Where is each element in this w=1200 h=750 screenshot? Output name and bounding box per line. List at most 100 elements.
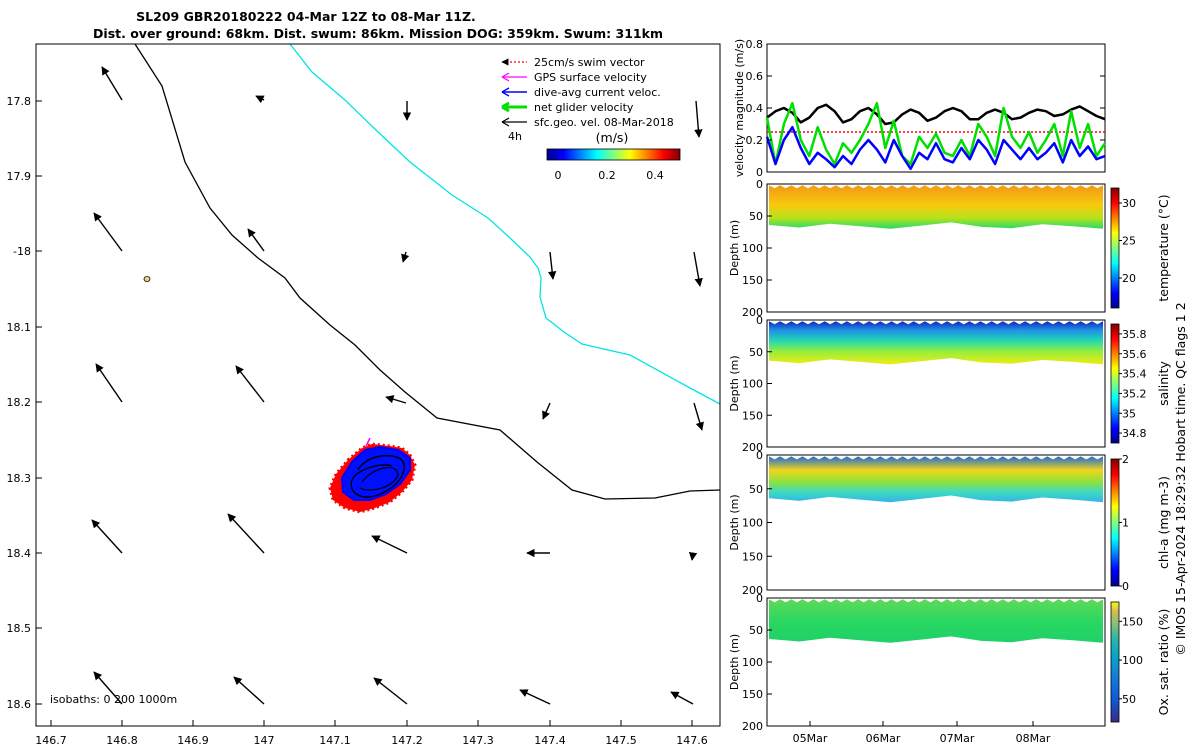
- depth-ytick-label: 150: [742, 688, 763, 701]
- depth-ytick-label: 200: [742, 584, 763, 597]
- depth-data-field: [769, 456, 1103, 503]
- depth-panel: 0 50 100 150 200 Depth (m) 20 25 30 temperature (…: [728, 178, 1171, 319]
- colorbar-tick-label: 35.2: [1122, 387, 1147, 400]
- colorbar-tick-label: 100: [1122, 654, 1143, 667]
- lon-tick-label: 147: [254, 734, 275, 747]
- lat-tick-label: 18.1: [7, 321, 32, 334]
- lat-tick-label: 17.8: [7, 95, 32, 108]
- geostrophic-arrows: [91, 66, 704, 705]
- depth-data-field: [769, 599, 1103, 643]
- depth-ytick-label: 200: [742, 306, 763, 319]
- track-line: [350, 454, 405, 498]
- lat-tick-label: 18.5: [7, 622, 32, 635]
- depth-ylabel: Depth (m): [728, 634, 741, 690]
- depth-ytick-label: 150: [742, 274, 763, 287]
- colorbar-label: salinity: [1156, 360, 1171, 405]
- lon-tick-label: 147.2: [391, 734, 423, 747]
- date-xtick-label: 06Mar: [866, 732, 901, 745]
- isobaths-label: isobaths: 0 200 1000m: [50, 693, 177, 706]
- islet: [143, 276, 151, 282]
- title-line-2: Dist. over ground: 68km. Dist. swum: 86k…: [93, 26, 663, 41]
- map-frame: [35, 43, 721, 727]
- velocity-panel: 0 0.2 0.4 0.6 0.8 velocity magnitude (m/s): [733, 38, 1107, 179]
- depth-ytick-label: 50: [749, 346, 763, 359]
- legend-sfc-geo-label: sfc.geo. vel. 08-Mar-2018: [534, 116, 674, 129]
- colorbar-tick-label: 50: [1122, 693, 1136, 706]
- lat-tick-label: -18: [13, 245, 31, 258]
- depth-ylabel: Depth (m): [728, 220, 741, 276]
- map-panel: 17.8 17.9 -18 18.1 18.2 18.3 18.4 18.5 1…: [7, 43, 721, 747]
- depth-ylabel: Depth (m): [728, 494, 741, 550]
- title-line-1: SL209 GBR20180222 04-Mar 12Z to 08-Mar 1…: [136, 9, 476, 24]
- lat-tick-label: 18.3: [7, 472, 32, 485]
- depth-ytick-label: 100: [742, 517, 763, 530]
- depth-ytick-label: 50: [749, 483, 763, 496]
- isobath-200-line: [289, 44, 720, 405]
- lon-tick-label: 147.5: [605, 734, 637, 747]
- speed-colorbar-unit: (m/s): [596, 130, 629, 145]
- colorbar-tick-label: 2: [1122, 453, 1129, 466]
- legend-net-label: net glider velocity: [534, 101, 634, 114]
- depth-ytick-label: 150: [742, 550, 763, 563]
- velocity-ytick-label: 0.8: [746, 38, 764, 51]
- map-lat-axis: [36, 100, 42, 705]
- colorbar-tick-label: 150: [1122, 615, 1143, 628]
- depth-ylabel: Depth (m): [728, 355, 741, 411]
- legend-time-label: 4h: [508, 130, 522, 143]
- lon-tick-label: 147.1: [319, 734, 351, 747]
- speed-colorbar-tick: 0.4: [646, 169, 664, 182]
- depth-data-field: [769, 185, 1103, 229]
- depth-ytick-label: 100: [742, 378, 763, 391]
- lon-tick-label: 147.4: [534, 734, 566, 747]
- velocity-series-line: [765, 101, 1107, 166]
- colorbar-label: Ox. sat. ratio (%): [1156, 609, 1171, 716]
- lat-tick-label: 18.2: [7, 396, 32, 409]
- depth-ytick-label: 0: [756, 314, 763, 327]
- depth-ytick-label: 50: [749, 624, 763, 637]
- date-xtick-label: 07Mar: [940, 732, 975, 745]
- depth-ytick-label: 0: [756, 178, 763, 191]
- copyright-label: © IMOS 15-Apr-2024 18:29:32 Hobart time.…: [1173, 302, 1188, 655]
- velocity-ytick-label: 0.2: [746, 134, 764, 147]
- depth-ytick-label: 100: [742, 656, 763, 669]
- velocity-ytick-label: 0.4: [746, 102, 764, 115]
- gps-velocity-arrow: [365, 437, 371, 447]
- depth-ytick-label: 50: [749, 210, 763, 223]
- colorbar-tick-label: 25: [1122, 235, 1136, 248]
- velocity-series-line: [765, 125, 1106, 171]
- depth-ytick-label: 200: [742, 441, 763, 454]
- lat-tick-label: 18.6: [7, 698, 32, 711]
- colorbar-label: temperature (°C): [1156, 194, 1171, 301]
- velocity-ylabel: velocity magnitude (m/s): [733, 39, 746, 177]
- variable-colorbar: [1110, 187, 1120, 309]
- lon-tick-label: 147.3: [462, 734, 494, 747]
- depth-panel: 0 50 100 150 200 Depth (m) 50 100 150 Ox. sat. ra…: [728, 592, 1171, 745]
- speed-colorbar-tick: 0.2: [598, 169, 616, 182]
- depth-data-field: [769, 321, 1103, 365]
- depth-panel: 0 50 100 150 200 Depth (m) 0 1 2 chl-a (mg m-3): [728, 449, 1171, 597]
- date-xtick-label: 05Mar: [793, 732, 828, 745]
- depth-ytick-label: 100: [742, 242, 763, 255]
- lon-tick-label: 146.7: [35, 734, 67, 747]
- colorbar-tick-label: 30: [1122, 197, 1136, 210]
- speed-colorbar: (m/s) 0 0.2 0.4: [546, 130, 681, 182]
- colorbar-label: chl-a (mg m-3): [1156, 476, 1171, 569]
- depth-ytick-label: 0: [756, 592, 763, 605]
- colorbar-tick-label: 34.8: [1122, 427, 1147, 440]
- variable-colorbar: [1110, 458, 1120, 587]
- map-lon-axis: [50, 720, 693, 726]
- depth-ytick-label: 0: [756, 449, 763, 462]
- velocity-series-line: [766, 103, 1106, 126]
- velocity-ytick-label: 0: [756, 166, 763, 179]
- depth-panel: 0 50 100 150 200 Depth (m) 34.8 35 35.2 35.4 35.6 3…: [728, 314, 1171, 454]
- colorbar-tick-label: 20: [1122, 272, 1136, 285]
- lon-tick-label: 146.9: [177, 734, 209, 747]
- legend-swim-label: 25cm/s swim vector: [534, 56, 645, 69]
- date-xtick-label: 08Mar: [1016, 732, 1051, 745]
- lon-tick-label: 147.6: [676, 734, 708, 747]
- depth-ytick-label: 150: [742, 409, 763, 422]
- colorbar-tick-label: 35.6: [1122, 348, 1147, 361]
- legend-dive-avg-label: dive-avg current veloc.: [534, 86, 661, 99]
